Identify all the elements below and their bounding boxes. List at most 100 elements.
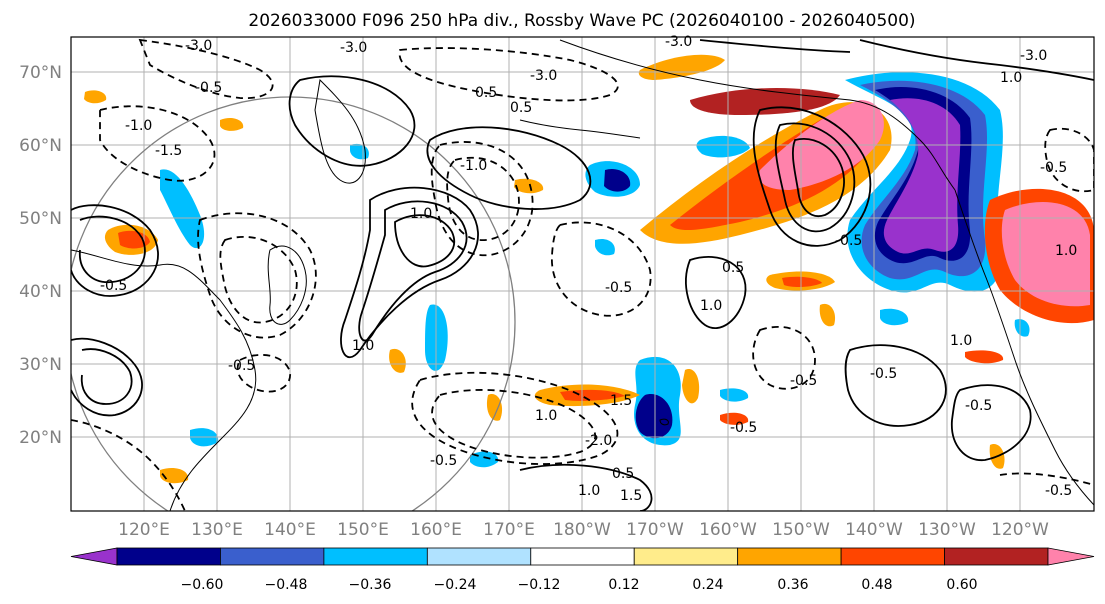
shade-negative-central-navy: [635, 394, 673, 439]
colorbar-tick-label: −0.48: [265, 577, 308, 593]
shade-positive-north-west: [638, 54, 725, 80]
colorbar-ticks: −0.60 −0.48 −0.36 −0.24 −0.12 0.12 0.24 …: [181, 577, 978, 593]
contour-label: -0.5: [870, 366, 897, 382]
colorbar-tick-label: −0.36: [349, 577, 392, 593]
colorbar-swatch: [840, 547, 945, 566]
map-title: 2026033000 F096 250 hPa div., Rossby Wav…: [248, 11, 915, 31]
lon-label: 140°E: [264, 520, 316, 540]
colorbar-tick-label: −0.12: [518, 577, 561, 593]
contour-w-solid-4: [80, 348, 133, 405]
colorbar-swatch: [633, 547, 739, 566]
contour-label: 1.5: [620, 488, 642, 504]
gridlines: [71, 37, 1094, 511]
coast-alaska: [559, 39, 956, 191]
colorbar-tick-label: 0.12: [608, 577, 639, 593]
contour-e-solid-5: [844, 344, 947, 427]
contour-c-solid-5: [426, 126, 592, 210]
colorbar-extend-max: [1047, 547, 1095, 566]
contour-c-solid-3: [394, 214, 455, 268]
lon-label: 160°W: [699, 520, 757, 540]
lon-label: 150°W: [772, 520, 830, 540]
contour-c-solid-1: [340, 186, 479, 359]
contour-label: -1.0: [125, 118, 152, 134]
colorbar: [70, 547, 1095, 566]
coastlines: [71, 39, 1094, 511]
shade-positive-small-7: [160, 468, 189, 484]
contour-label: -0.5: [605, 280, 632, 296]
contour-label: 1.0: [410, 206, 432, 222]
shade-positive-small-8: [965, 350, 1004, 364]
contour-label: -1.5: [155, 143, 182, 159]
map-border: [70, 36, 1095, 512]
lon-label: 120°W: [991, 520, 1049, 540]
shade-positive-small-9: [819, 303, 836, 327]
lat-label-70: 70°N: [19, 63, 62, 83]
contour-label: 1.0: [1055, 243, 1077, 259]
shade-negative-east-purple: [883, 98, 961, 254]
contour-labels: -1.0 -1.5 -0.5 -3.0 -3.0 0.5 0.5 -3.0 -3…: [100, 34, 1077, 504]
shade-positive-west-red: [118, 230, 150, 249]
contour-label: -0.5: [1040, 160, 1067, 176]
shade-positive-small-2: [220, 117, 244, 131]
colorbar-tick-label: 0.60: [946, 577, 977, 593]
colorbar-swatch: [944, 547, 1049, 566]
lon-label: 140°W: [845, 520, 903, 540]
contour-n-dash-2: [138, 38, 274, 99]
shade-negative-west-4: [696, 135, 750, 158]
contour-label: 1.0: [535, 408, 557, 424]
lon-label: 170°W: [626, 520, 684, 540]
lon-label: 160°E: [410, 520, 462, 540]
coast-kamchatka: [314, 78, 366, 184]
contour-w-solid-2: [79, 215, 146, 283]
contour-label: 1.0: [950, 333, 972, 349]
contours-solid: [71, 39, 1094, 511]
colorbar-tick-label: −0.60: [181, 577, 224, 593]
contour-c-dash-5: [431, 389, 597, 459]
contour-w-dash-2: [197, 212, 317, 339]
contour-label: -0.5: [430, 453, 457, 469]
shade-negative-west-7: [880, 308, 909, 326]
shade-negative-north-central-navy: [604, 168, 631, 192]
contour-c-dash-4: [411, 371, 619, 465]
contour-label: -0.5: [835, 233, 862, 249]
contour-label: 1.5: [610, 393, 632, 409]
contour-label: 0.5: [510, 100, 532, 116]
contour-e-dash-2: [1044, 127, 1094, 193]
contour-w-dash-4: [71, 419, 186, 511]
lon-label: 170°E: [483, 520, 535, 540]
colorbar-swatch: [220, 547, 325, 566]
contour-label: -0.5: [790, 373, 817, 389]
contour-label: -0.5: [100, 278, 127, 294]
map-layers: [71, 37, 1094, 511]
shade-positive-small-1: [84, 90, 107, 104]
longitude-axis: 120°E 130°E 140°E 150°E 160°E 170°E 180°…: [118, 520, 1049, 540]
contour-label: -2.0: [585, 433, 612, 449]
contour-e-dash-3: [999, 472, 1094, 486]
contour-c-dash-3: [551, 221, 652, 317]
contour-c-solid-2: [358, 200, 468, 342]
colorbar-swatch: [530, 547, 635, 566]
lon-label: 180°W: [553, 520, 611, 540]
contour-e-solid-3: [792, 138, 845, 217]
contour-w-solid-3: [71, 337, 143, 417]
coast-hawaii: [659, 418, 669, 426]
contour-label: -0.5: [965, 398, 992, 414]
contour-c-dash-2: [446, 156, 520, 241]
contour-e-solid-4: [685, 256, 747, 330]
contours-dashed: [71, 38, 1094, 511]
contour-label: -3.0: [530, 68, 557, 84]
lat-label-50: 50°N: [19, 209, 62, 229]
contour-c-solid-4: [288, 75, 416, 167]
shade-negative-west-10: [1014, 319, 1030, 337]
contour-label: 1.0: [578, 483, 600, 499]
contour-e-dash-1: [752, 325, 816, 390]
coast-japan: [267, 245, 307, 325]
contour-n-solid-2: [699, 39, 851, 53]
colorbar-swatch: [116, 547, 221, 566]
contour-label: -0.5: [195, 80, 222, 96]
contour-label: 1.0: [1000, 70, 1022, 86]
colorbar-tick-label: 0.36: [777, 577, 808, 593]
lat-label-20: 20°N: [19, 428, 62, 448]
contour-label: -3.0: [185, 38, 212, 54]
